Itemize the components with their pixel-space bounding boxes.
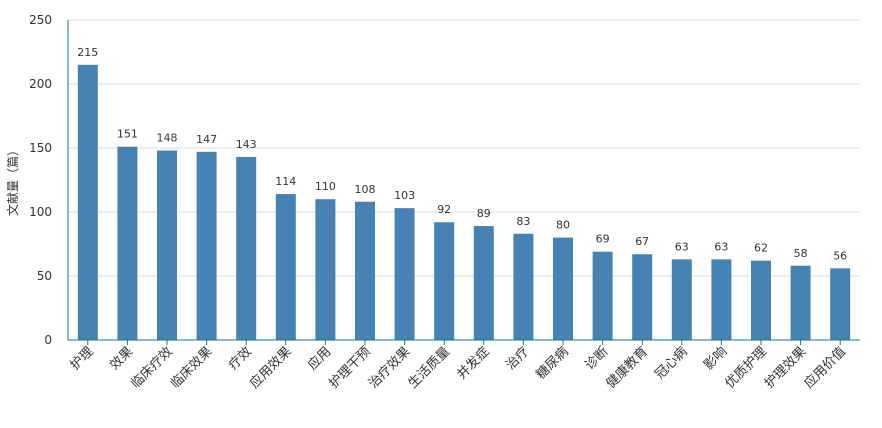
bar bbox=[394, 208, 415, 340]
y-tick-label: 0 bbox=[44, 333, 52, 347]
data-label: 62 bbox=[754, 242, 768, 255]
data-label: 63 bbox=[675, 240, 689, 253]
bar bbox=[671, 259, 692, 340]
x-tick-label: 临床疗效 bbox=[128, 344, 175, 391]
x-tick-label: 应用价值 bbox=[801, 344, 849, 392]
data-label: 92 bbox=[437, 203, 451, 216]
bar bbox=[77, 64, 98, 341]
data-label: 56 bbox=[833, 249, 847, 262]
bar bbox=[236, 156, 257, 340]
data-label: 148 bbox=[157, 132, 178, 145]
bar bbox=[513, 233, 534, 340]
grid-lines bbox=[68, 19, 860, 277]
data-label: 83 bbox=[516, 215, 530, 228]
y-axis-title: 文献量（篇） bbox=[5, 144, 20, 216]
bar bbox=[275, 194, 296, 340]
data-label: 110 bbox=[315, 180, 336, 193]
data-label: 58 bbox=[794, 247, 808, 260]
x-tick-label: 治疗 bbox=[503, 344, 532, 373]
y-tick-label: 100 bbox=[29, 205, 52, 219]
x-tick-label: 优质护理 bbox=[722, 344, 769, 391]
x-tick-label: 护理干预 bbox=[326, 344, 373, 391]
data-label: 80 bbox=[556, 219, 570, 232]
bar bbox=[711, 259, 732, 340]
y-tick-label: 200 bbox=[29, 77, 52, 91]
bar bbox=[790, 265, 811, 340]
x-tick-label: 糖尿病 bbox=[533, 344, 572, 383]
bar bbox=[355, 201, 375, 340]
x-tick-label: 应用效果 bbox=[247, 344, 295, 392]
data-label: 143 bbox=[236, 138, 257, 151]
data-label: 151 bbox=[117, 128, 138, 141]
bar bbox=[632, 254, 653, 340]
bar bbox=[434, 222, 455, 340]
data-label: 114 bbox=[275, 175, 296, 188]
x-tick-label: 健康教育 bbox=[603, 344, 651, 392]
y-tick-label: 150 bbox=[29, 141, 52, 155]
x-tick-label: 并发症 bbox=[454, 344, 493, 383]
x-tick-label: 治疗效果 bbox=[366, 344, 413, 391]
data-label: 108 bbox=[355, 183, 376, 196]
bar bbox=[196, 151, 217, 340]
x-tick-label: 护理 bbox=[68, 344, 97, 373]
x-tick-label: 临床效果 bbox=[168, 344, 215, 391]
data-labels: 215 151 148 147 143 114 110 108 103 92 89 83 80 69 67 6… bbox=[77, 46, 847, 263]
bar bbox=[592, 251, 613, 340]
bar bbox=[117, 146, 138, 340]
bar bbox=[473, 226, 494, 340]
data-label: 69 bbox=[596, 233, 610, 246]
x-tick-label: 疗效 bbox=[226, 344, 255, 373]
bar bbox=[751, 260, 771, 340]
bar bbox=[157, 150, 177, 340]
bar bbox=[315, 199, 336, 340]
data-label: 89 bbox=[477, 207, 491, 220]
y-tick-label: 250 bbox=[29, 13, 52, 27]
axes: 0 50 100 150 200 250 bbox=[29, 13, 860, 347]
data-label: 147 bbox=[196, 133, 217, 146]
x-tick-label: 生活质量 bbox=[406, 344, 453, 391]
x-tick-label: 效果 bbox=[107, 344, 136, 373]
data-label: 103 bbox=[394, 189, 415, 202]
x-tick-label: 应用 bbox=[305, 344, 335, 374]
x-tick-label: 护理效果 bbox=[762, 344, 809, 391]
bar bbox=[830, 268, 851, 340]
x-tick-label: 影响 bbox=[701, 344, 731, 374]
bars bbox=[77, 64, 851, 341]
y-tick-label: 50 bbox=[37, 269, 52, 283]
data-label: 215 bbox=[77, 46, 98, 59]
data-label: 63 bbox=[714, 240, 728, 253]
x-tick-label: 冠心病 bbox=[652, 344, 690, 382]
bar bbox=[553, 237, 573, 340]
x-tick-label: 诊断 bbox=[582, 344, 611, 373]
data-label: 67 bbox=[635, 235, 649, 248]
